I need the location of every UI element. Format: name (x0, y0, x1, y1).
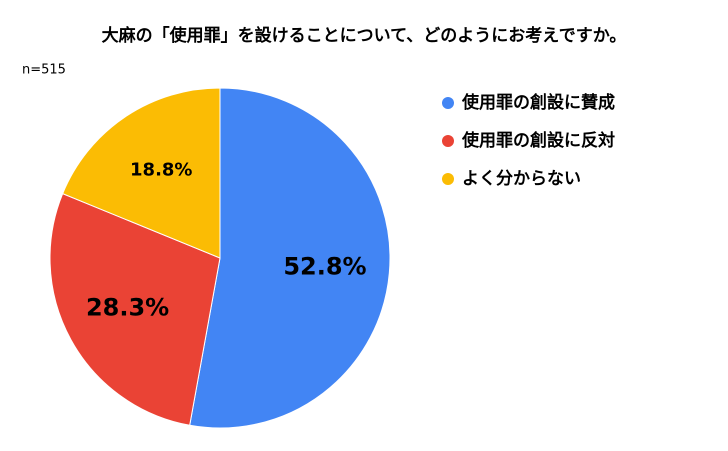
chart-subtitle: n=515 (22, 63, 66, 78)
pie-slice (62, 87, 221, 259)
pie-slice (189, 87, 391, 429)
legend-label: 使用罪の創設に賛成 (461, 92, 615, 113)
chart-title: 大麻の「使用罪」を設けることについて、どのようにお考えですか。 (102, 25, 627, 46)
legend-marker (442, 135, 454, 147)
legend-marker (442, 97, 454, 109)
slice-label: 52.8% (283, 252, 366, 280)
legend-marker (442, 173, 454, 185)
pie-slice (49, 192, 221, 426)
slice-label: 18.8% (130, 159, 192, 180)
legend-label: よく分からない (462, 169, 581, 189)
legend-label: 使用罪の創設に反対 (461, 130, 615, 151)
slice-label: 28.3% (86, 294, 169, 322)
